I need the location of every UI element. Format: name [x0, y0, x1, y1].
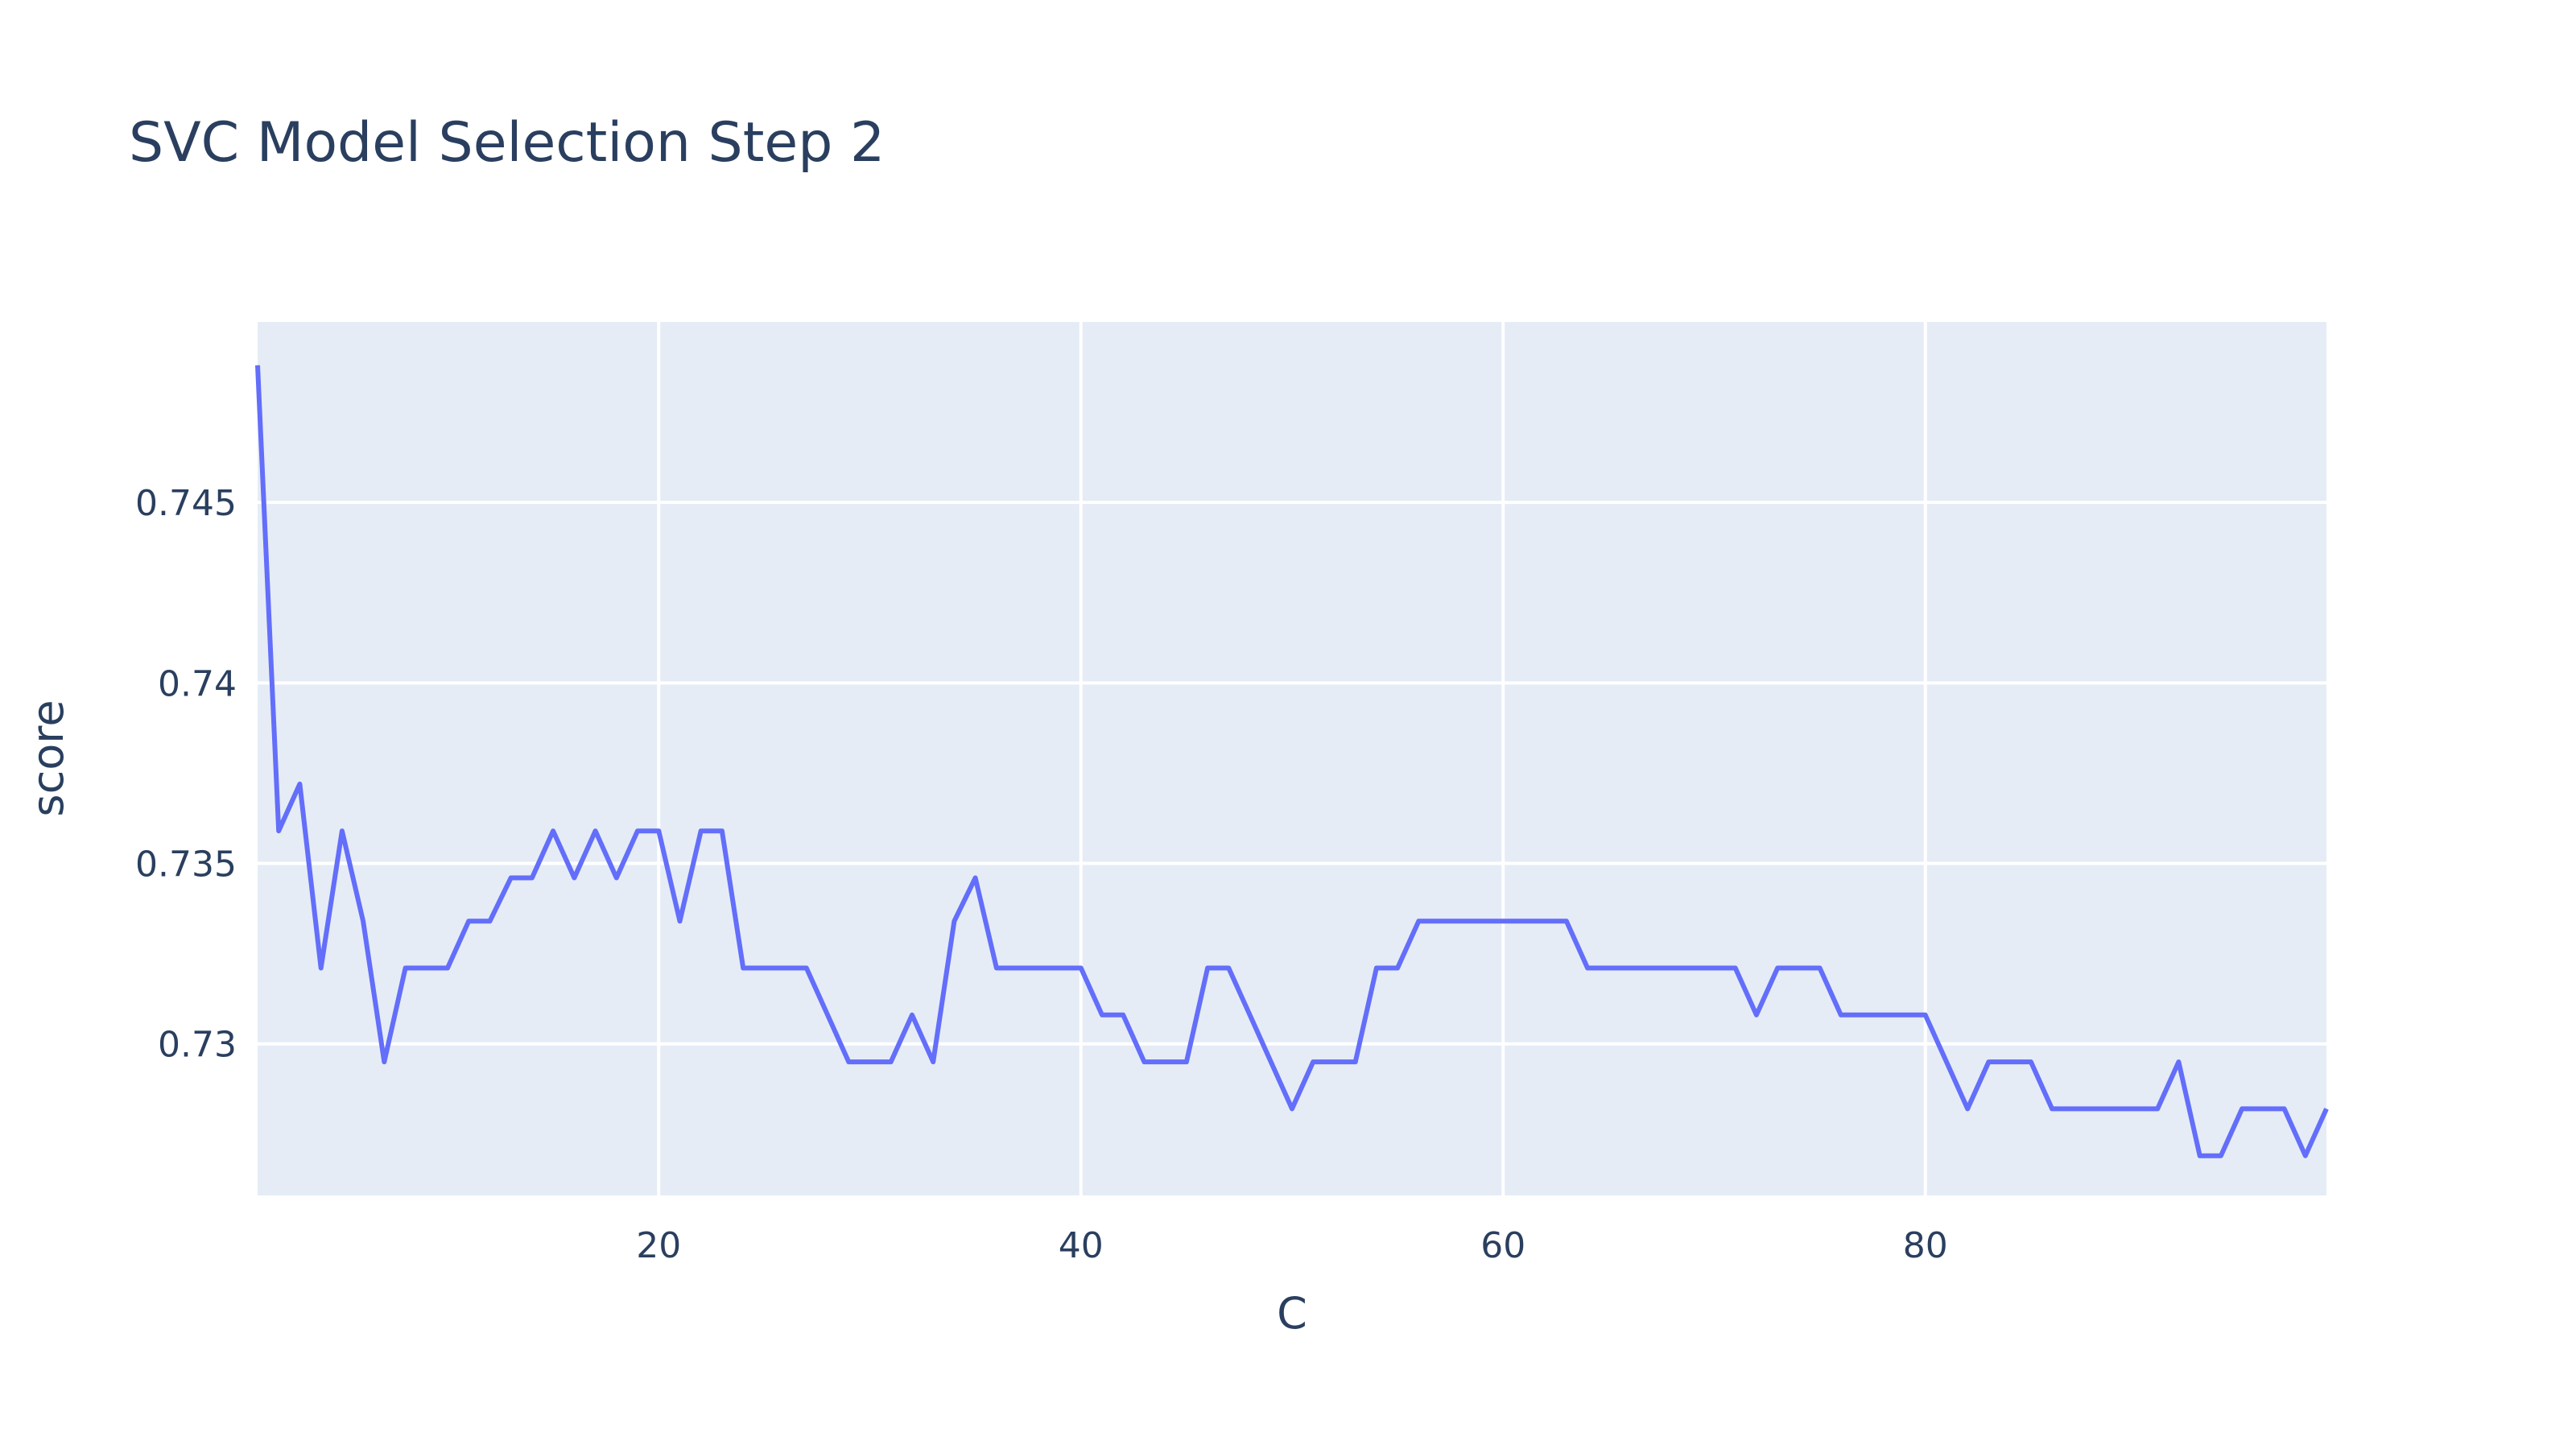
- plot-background: [258, 322, 2326, 1195]
- y-tick-labels: 0.73 0.735 0.74 0.745: [135, 483, 237, 1066]
- series-line: [255, 365, 2329, 1158]
- chart-title: SVC Model Selection Step 2: [129, 111, 885, 175]
- x-axis-label: C: [1277, 1288, 1307, 1339]
- x-tick-label: 60: [1480, 1225, 1525, 1266]
- x-tick-labels: 20 40 60 80: [636, 1225, 1947, 1266]
- y-gridlines: [258, 501, 2326, 1046]
- y-tick-label: 0.74: [158, 663, 237, 704]
- x-tick-label: 80: [1903, 1225, 1948, 1266]
- x-tick-label: 20: [636, 1225, 681, 1266]
- x-tick-label: 40: [1059, 1225, 1104, 1266]
- y-tick-label: 0.73: [158, 1025, 237, 1066]
- y-tick-label: 0.745: [135, 483, 237, 524]
- y-tick-label: 0.735: [135, 844, 237, 886]
- plot-area: [255, 322, 2329, 1195]
- y-axis-label: score: [23, 700, 73, 816]
- x-gridlines: [657, 322, 1927, 1195]
